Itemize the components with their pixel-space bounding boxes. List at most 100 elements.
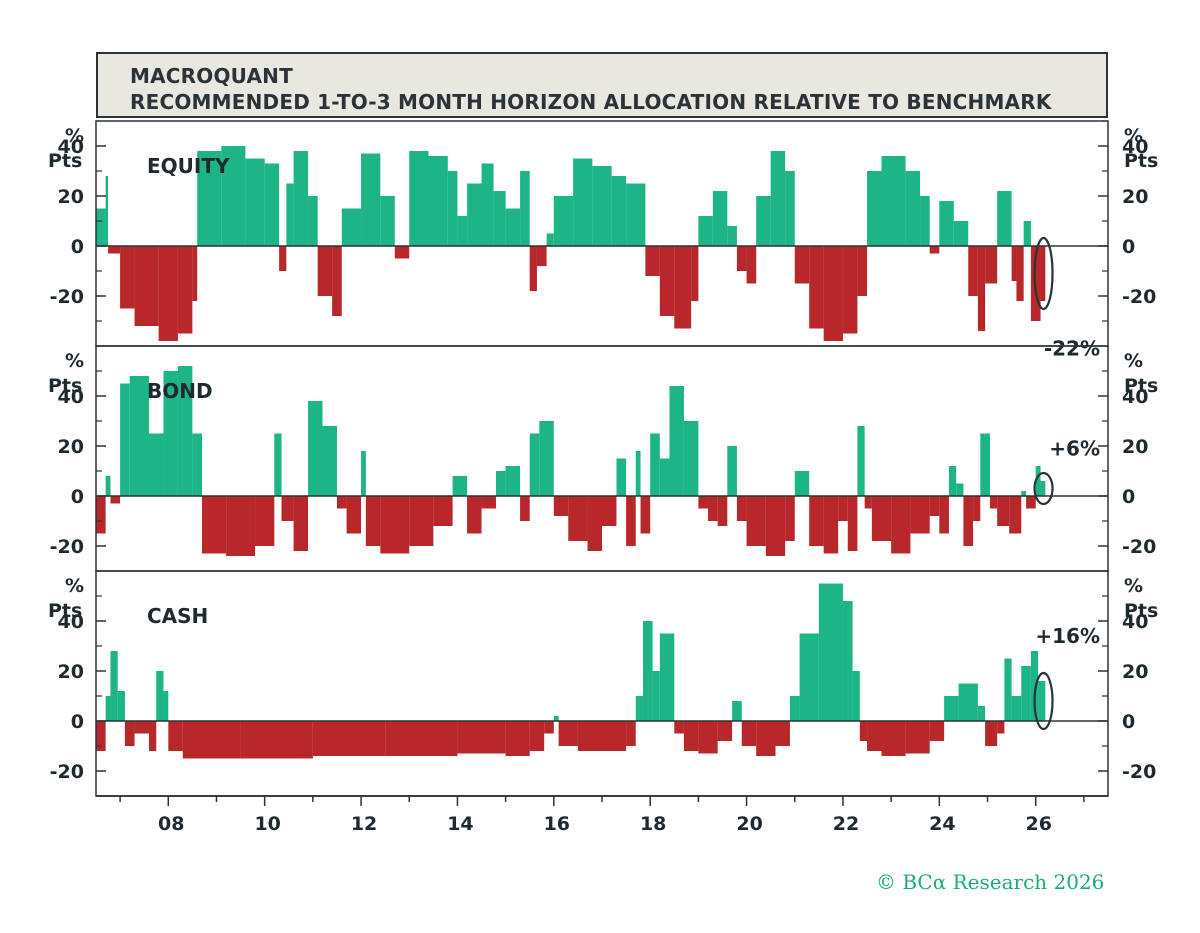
y-unit-label-left: % bbox=[65, 350, 84, 372]
bar-bond-67 bbox=[973, 496, 981, 521]
bar-bond-16 bbox=[322, 426, 337, 496]
bar-bond-15 bbox=[308, 401, 323, 496]
y-unit-label-right: % bbox=[1124, 350, 1143, 372]
bar-equity-62 bbox=[953, 221, 969, 246]
bar-equity-52 bbox=[809, 246, 824, 329]
bar-cash-7 bbox=[156, 671, 164, 721]
bar-cash-3 bbox=[117, 691, 125, 721]
chart-title: MACROQUANT bbox=[130, 64, 293, 88]
bar-bond-74 bbox=[1035, 466, 1041, 496]
bar-cash-9 bbox=[168, 721, 183, 751]
bar-cash-0 bbox=[96, 721, 106, 751]
y-unit-label-left: % bbox=[65, 125, 84, 147]
bar-cash-40 bbox=[859, 721, 868, 741]
bar-equity-49 bbox=[770, 151, 786, 246]
bar-cash-19 bbox=[558, 721, 578, 746]
annotation-label: +16% bbox=[1035, 624, 1100, 648]
x-tick-label: 22 bbox=[833, 813, 859, 835]
y-unit-label-right-2: Pts bbox=[1124, 375, 1158, 397]
bar-cash-1 bbox=[105, 696, 111, 721]
bar-cash-4 bbox=[124, 721, 135, 746]
bar-equity-19 bbox=[361, 153, 381, 246]
bar-bond-25 bbox=[467, 496, 482, 534]
bar-bond-60 bbox=[891, 496, 911, 554]
bar-bond-2 bbox=[110, 496, 121, 504]
bar-equity-4 bbox=[134, 246, 159, 326]
bar-equity-17 bbox=[332, 246, 342, 316]
bar-bond-62 bbox=[929, 496, 940, 516]
bar-bond-44 bbox=[698, 496, 709, 509]
bar-equity-21 bbox=[394, 246, 410, 259]
y-tick-label-right: 40 bbox=[1122, 611, 1148, 633]
bar-equity-34 bbox=[553, 196, 574, 246]
bar-equity-55 bbox=[857, 246, 868, 296]
bar-equity-59 bbox=[920, 196, 930, 246]
bar-bond-7 bbox=[177, 366, 193, 496]
bar-equity-16 bbox=[317, 246, 333, 296]
y-tick-label-right: 20 bbox=[1122, 661, 1148, 683]
bar-equity-10 bbox=[245, 158, 265, 246]
panel-title-equity: EQUITY bbox=[147, 154, 230, 178]
panel-cash: -20 -20 0 0 20 20 40 40% Pts% Pts CASH +16% bbox=[48, 570, 1158, 797]
bar-equity-54 bbox=[842, 246, 858, 334]
bar-bond-66 bbox=[963, 496, 974, 546]
bar-equity-67 bbox=[1011, 246, 1017, 281]
bar-bond-9 bbox=[202, 496, 227, 554]
x-tick-label: 18 bbox=[640, 813, 666, 835]
bar-bond-33 bbox=[568, 496, 588, 541]
bar-equity-32 bbox=[536, 246, 547, 266]
bar-bond-18 bbox=[346, 496, 362, 534]
bar-equity-15 bbox=[308, 196, 318, 246]
bar-equity-48 bbox=[756, 196, 771, 246]
bar-bond-36 bbox=[616, 458, 627, 496]
bar-equity-11 bbox=[264, 163, 280, 246]
bar-bond-49 bbox=[746, 496, 766, 546]
panel-frame bbox=[95, 570, 1109, 797]
bar-equity-5 bbox=[158, 246, 178, 341]
bar-equity-9 bbox=[221, 146, 246, 246]
bar-bond-52 bbox=[794, 471, 810, 496]
bar-cash-15 bbox=[505, 721, 530, 756]
bar-bond-73 bbox=[1026, 496, 1036, 509]
bar-cash-52 bbox=[1021, 666, 1031, 721]
copyright-credit: © BCα Research 2026 bbox=[876, 870, 1105, 894]
x-tick-label: 10 bbox=[254, 813, 280, 835]
bar-equity-24 bbox=[447, 171, 458, 246]
y-tick-label-right: 20 bbox=[1122, 186, 1148, 208]
bar-equity-20 bbox=[380, 196, 395, 246]
bar-equity-42 bbox=[691, 246, 699, 301]
y-unit-label-left: % bbox=[65, 575, 84, 597]
y-tick-label-right: -20 bbox=[1122, 286, 1156, 308]
bar-cash-43 bbox=[905, 721, 930, 754]
bar-bond-5 bbox=[149, 433, 164, 496]
bar-equity-71 bbox=[1040, 246, 1046, 301]
bar-cash-14 bbox=[457, 721, 506, 754]
bar-equity-12 bbox=[279, 246, 287, 271]
bar-bond-6 bbox=[163, 371, 178, 496]
y-tick-label-right: 20 bbox=[1122, 436, 1148, 458]
bar-cash-10 bbox=[182, 721, 241, 759]
bar-bond-43 bbox=[683, 421, 699, 496]
y-tick-label-left: 20 bbox=[58, 661, 84, 683]
bar-equity-38 bbox=[626, 183, 646, 246]
bar-equity-22 bbox=[409, 151, 429, 246]
y-unit-label-left-2: Pts bbox=[48, 150, 82, 172]
bar-bond-13 bbox=[281, 496, 294, 521]
bar-cash-24 bbox=[642, 621, 653, 721]
bar-equity-57 bbox=[881, 156, 906, 246]
y-tick-label-left: 40 bbox=[58, 136, 84, 158]
bar-equity-40 bbox=[659, 246, 675, 316]
bar-bond-39 bbox=[640, 496, 651, 534]
x-tick-label: 24 bbox=[929, 813, 955, 835]
y-unit-label-right: % bbox=[1124, 125, 1143, 147]
bar-equity-37 bbox=[611, 176, 627, 246]
bar-equity-58 bbox=[905, 171, 921, 246]
bar-bond-27 bbox=[495, 471, 506, 496]
annotation-ellipse bbox=[1033, 236, 1054, 311]
bar-equity-69 bbox=[1023, 221, 1031, 246]
bar-cash-42 bbox=[881, 721, 906, 756]
panel-bond: -20 -20 0 0 20 20 40 40% Pts% Pts BOND +6% bbox=[48, 345, 1158, 572]
bar-equity-2 bbox=[108, 246, 121, 254]
bar-equity-8 bbox=[197, 151, 222, 246]
bar-cash-49 bbox=[997, 721, 1005, 734]
